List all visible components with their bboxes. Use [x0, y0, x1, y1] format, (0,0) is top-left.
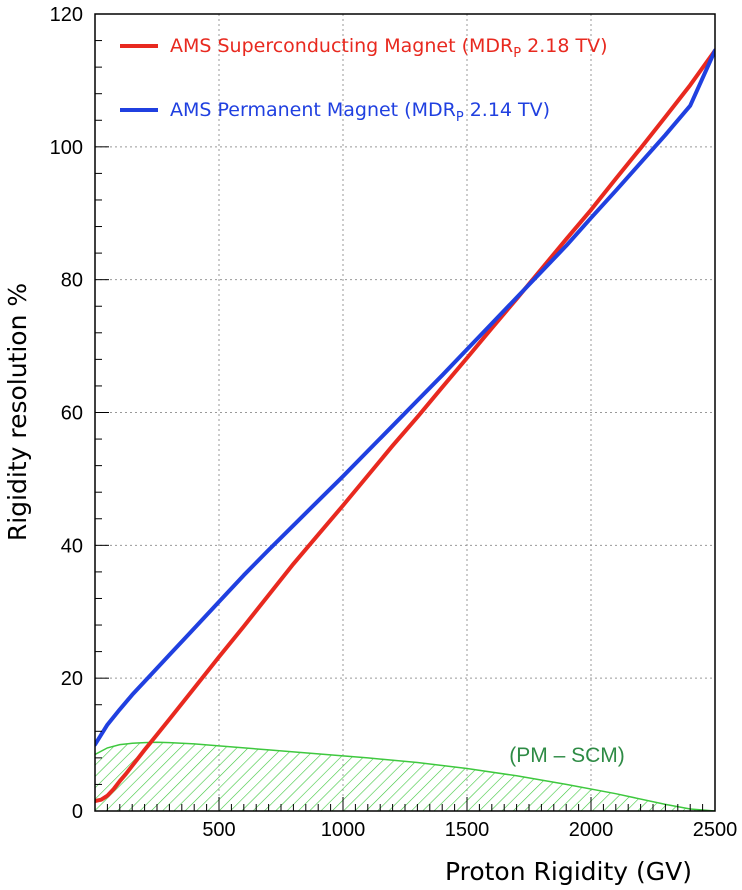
y-tick-label: 0: [72, 801, 83, 823]
difference-annotation: (PM – SCM): [509, 744, 625, 767]
series-line: [95, 48, 715, 747]
legend-label: AMS Permanent Magnet (MDRP 2.14 TV): [170, 99, 550, 125]
difference-curve: [95, 741, 715, 811]
y-tick-label: 120: [50, 4, 83, 26]
x-tick-label: 1500: [445, 819, 490, 841]
x-tick-label: 500: [202, 819, 235, 841]
tick-labels: 500 1000 1500 2000 2500 0 20 40 60 80 100 120: [50, 4, 738, 841]
series-line: [95, 48, 715, 803]
x-tick-label: 1000: [321, 819, 366, 841]
y-tick-label: 60: [61, 403, 83, 425]
legend: AMS Superconducting Magnet (MDRP 2.18 TV…: [120, 35, 607, 125]
x-tick-label: 2000: [569, 819, 614, 841]
difference-area-layer: [95, 741, 715, 811]
x-tick-label: 2500: [693, 819, 738, 841]
axis-ticks: [94, 13, 716, 812]
difference-hatched-area: [95, 742, 715, 811]
y-axis-title: Rigidity resolution %: [3, 283, 32, 541]
y-tick-label: 100: [50, 137, 83, 159]
series-lines-layer: [95, 48, 715, 803]
legend-label: AMS Superconducting Magnet (MDRP 2.18 TV…: [170, 35, 607, 61]
y-tick-label: 80: [61, 270, 83, 292]
y-tick-label: 40: [61, 535, 83, 557]
y-tick-label: 20: [61, 668, 83, 690]
x-axis-title: Proton Rigidity (GV): [445, 857, 692, 886]
